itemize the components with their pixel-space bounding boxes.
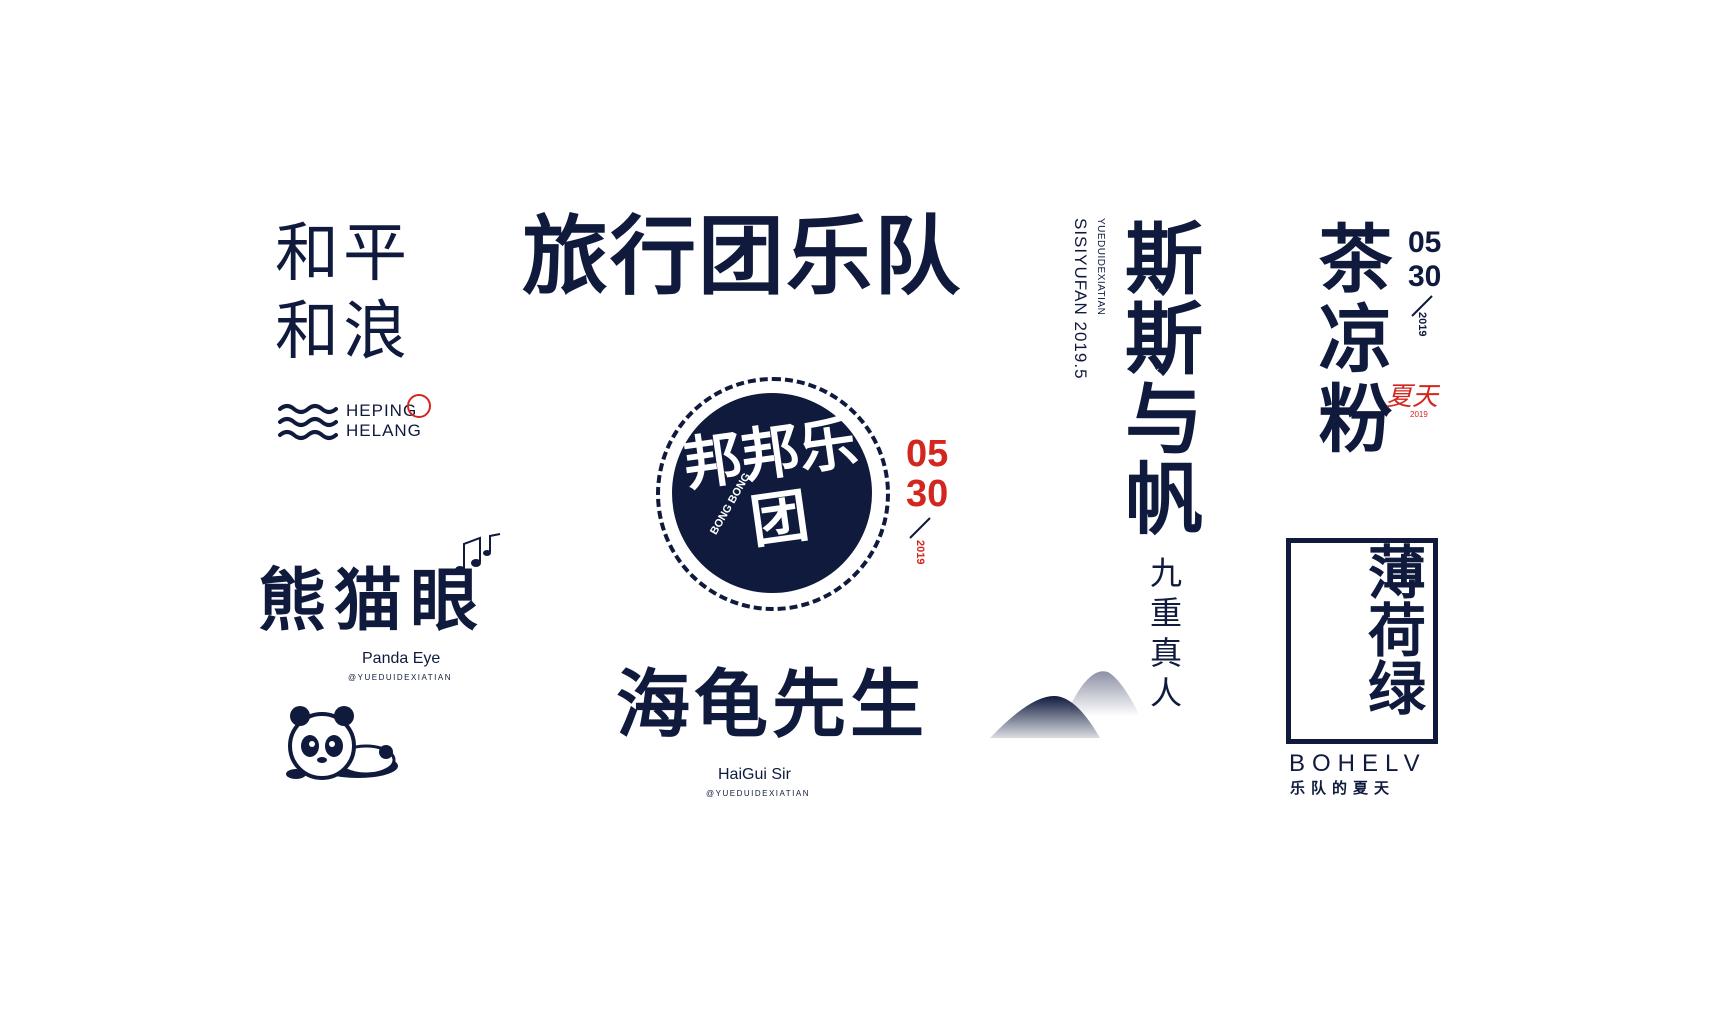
chaliang-xia-year: 2019 (1410, 410, 1428, 419)
panda-logo-title: 熊猫眼 (258, 562, 487, 641)
haigui-handle: @YUEDUIDEXIATIAN (706, 789, 810, 798)
heping-logo-title: 和平和浪 (275, 217, 411, 369)
chaliang-num2: 30 (1408, 260, 1442, 293)
bangbang-num1: 05 (906, 433, 949, 475)
bangbang-badge (672, 393, 872, 593)
slash-divider (1411, 295, 1433, 317)
jiuchong-logo-title: 九重真人 (1145, 556, 1183, 716)
chaliang-logo-title: 茶凉粉 (1306, 220, 1392, 460)
mountain-icon (990, 671, 1140, 738)
slash-divider (909, 517, 931, 539)
sisi-logo-title: 斯斯与帆 (1112, 218, 1202, 538)
bangbang-year: 2019 (914, 540, 926, 565)
bangbang-logo-title: 邦邦乐团 (679, 407, 862, 557)
bangbang-dashed-ring (656, 377, 890, 611)
sisi-side-line1: YUEDUIDEXIATIAN (1095, 218, 1106, 316)
wave-icon (278, 404, 338, 440)
chaliang-year: 2019 (1416, 312, 1428, 337)
panda-handle: @YUEDUIDEXIATIAN (348, 673, 452, 682)
bohe-english: BOHELV (1289, 750, 1427, 777)
panda-icon (286, 706, 398, 780)
sisi-side-text: YUEDUIDEXIATIAN SISIYUFAN 2019.5 (1070, 218, 1110, 380)
haigui-logo-title: 海龟先生 (616, 662, 928, 748)
sisi-side-line2: SISIYUFAN 2019.5 (1071, 218, 1090, 380)
chaliang-xia-stamp: 夏天 (1386, 382, 1439, 412)
heping-english-name: HEPING HELANG (346, 401, 422, 441)
bangbang-date: 05 30 (906, 434, 948, 514)
haigui-english: HaiGui Sir (718, 766, 791, 783)
heping-en-line2: HELANG (346, 421, 422, 440)
bohe-frame (1286, 538, 1438, 744)
chaliang-date: 05 30 (1408, 226, 1441, 294)
bangbang-num2: 30 (906, 473, 949, 515)
red-circle-icon (407, 394, 431, 418)
chaliang-num1: 05 (1408, 226, 1442, 259)
panda-english: Panda Eye (362, 650, 441, 667)
lvxing-logo-title: 旅行团乐队 (522, 207, 962, 307)
music-note-icon (455, 533, 501, 574)
bohe-subtitle: 乐队的夏天 (1290, 779, 1396, 797)
bohe-logo-title: 薄荷绿 (1358, 542, 1426, 716)
heping-en-line1: HEPING (346, 401, 418, 420)
